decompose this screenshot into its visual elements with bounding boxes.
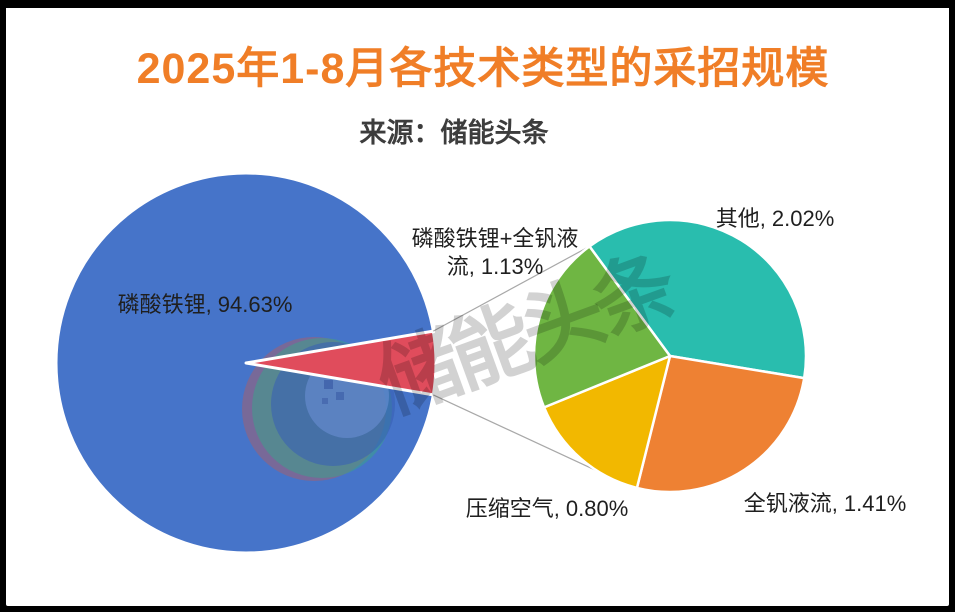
label-other: 其他, 2.02% <box>715 206 835 231</box>
secondary-slice-2 <box>542 354 672 490</box>
label-lfp: 磷酸铁锂, 94.63% <box>117 292 293 317</box>
secondary-slice-0 <box>588 218 808 380</box>
page-title: 2025年1-8月各技术类型的采招规模 <box>136 45 830 93</box>
label-vrfb: 全钒液流, 1.41% <box>743 491 907 516</box>
slice-detail-wedge <box>244 329 438 397</box>
connector-line-top <box>433 245 590 332</box>
overlay-layer <box>244 218 808 494</box>
connector-line-bottom <box>433 394 599 472</box>
pie-of-pie-chart: 磷酸铁锂, 94.63% 磷酸铁锂+全钒液 流, 1.13% 其他, 2.02%… <box>6 8 949 606</box>
secondary-slice-3 <box>532 245 672 409</box>
label-lfp-vrfb: 磷酸铁锂+全钒液 流, 1.13% <box>412 225 579 281</box>
label-lfp-vrfb-line2: 流, 1.13% <box>446 254 544 279</box>
label-caes: 压缩空气, 0.80% <box>465 496 629 521</box>
source-line: 来源：储能头条 <box>359 118 549 148</box>
pie-chart-svg <box>54 171 808 555</box>
label-lfp-vrfb-line1: 磷酸铁锂+全钒液 <box>411 226 579 251</box>
secondary-slice-1 <box>635 354 806 494</box>
